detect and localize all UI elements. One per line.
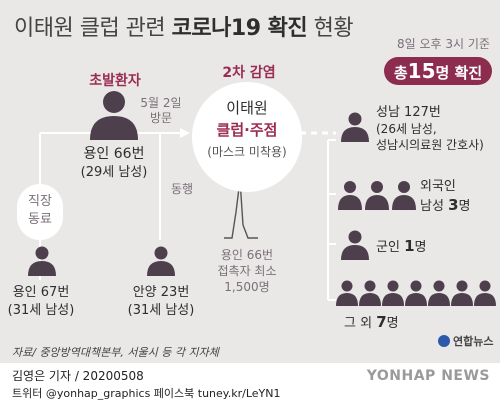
others-suffix: 명 bbox=[386, 316, 399, 331]
club-circle bbox=[192, 82, 302, 192]
total-prefix: 총 bbox=[393, 64, 408, 82]
seongnam127-name: 성남 127번 bbox=[376, 105, 441, 120]
patient-zero-heading: 초발환자 bbox=[89, 73, 141, 89]
anyang23-detail: (31세 남성) bbox=[127, 303, 195, 318]
foreigner-count-suffix: 명 bbox=[458, 199, 471, 214]
reporter-credit: 김영은 기자 / 20200508 bbox=[12, 369, 144, 383]
patient-zero-detail: (29세 남성) bbox=[80, 165, 148, 180]
total-badge: 총15명 확진 bbox=[384, 57, 492, 85]
yongin67-detail: (31세 남성) bbox=[7, 303, 75, 318]
soldier-prefix: 군인 bbox=[376, 240, 405, 255]
page-title: 이태원 클럽 관련 코로나19 확진 현황 bbox=[14, 10, 354, 42]
secondary-infection-heading: 2차 감염 bbox=[222, 65, 276, 81]
foreigner-count-number: 3 bbox=[448, 196, 459, 214]
coworker-bubble bbox=[17, 184, 63, 240]
soldier-number: 1 bbox=[404, 237, 415, 255]
yonhap-watermark: YONHAP NEWS bbox=[366, 368, 490, 384]
soldier-suffix: 명 bbox=[414, 240, 427, 255]
visit-date: 5월 2일 bbox=[140, 96, 182, 110]
yonhap-logo-icon bbox=[438, 335, 450, 347]
club-type: 클럽·주점 bbox=[216, 121, 278, 139]
foreigner-count-prefix: 남성 bbox=[420, 199, 449, 214]
title-bold: 코로나19 확진 bbox=[171, 16, 308, 41]
club-note: (마스크 미착용) bbox=[207, 145, 287, 159]
foreigner-label: 외국인 bbox=[420, 179, 456, 194]
coworker-line1: 직장 bbox=[28, 194, 52, 209]
foreigner-count: 남성 3명 bbox=[420, 197, 470, 215]
seongnam127-detail2: 성남시의료원 간호사) bbox=[376, 138, 484, 152]
others-label: 그 외 7명 bbox=[344, 314, 399, 332]
source-note: 자료/ 중앙방역대책본부, 서울시 등 각 지자체 bbox=[12, 346, 219, 359]
credit-footer: 김영은 기자 / 20200508 트위터 @yonhap_graphics 페… bbox=[0, 363, 500, 406]
total-number: 15 bbox=[407, 59, 436, 83]
anyang23-name: 안양 23번 bbox=[132, 285, 190, 300]
contacts-line1: 용인 66번 bbox=[220, 248, 274, 262]
others-icons bbox=[336, 280, 498, 306]
contacts-line2: 접촉자 최소 bbox=[217, 264, 277, 278]
social-credit: 트위터 @yonhap_graphics 페이스북 tuney.kr/LeYN1 bbox=[12, 387, 281, 400]
others-prefix: 그 외 bbox=[344, 316, 377, 331]
total-suffix: 명 확진 bbox=[435, 64, 483, 82]
club-location: 이태원 bbox=[226, 99, 268, 117]
visit-action: 방문 bbox=[149, 111, 173, 125]
patient-zero-name: 용인 66번 bbox=[83, 146, 145, 162]
title-suffix: 현황 bbox=[313, 16, 354, 41]
soldier-person-icon bbox=[341, 230, 369, 260]
coworker-line2: 동료 bbox=[28, 212, 52, 227]
yonhap-logo: 연합뉴스 bbox=[438, 333, 493, 349]
yongin67-person-icon bbox=[28, 246, 56, 276]
foreigner-icons bbox=[338, 180, 418, 210]
seongnam127-detail1: (26세 남성, bbox=[376, 122, 437, 136]
yonhap-logo-text: 연합뉴스 bbox=[453, 335, 494, 348]
contacts-line3: 1,500명 bbox=[224, 280, 270, 294]
patient-zero-person-icon bbox=[90, 91, 138, 140]
yongin67-name: 용인 67번 bbox=[12, 285, 70, 300]
seongnam127-person-icon bbox=[341, 112, 369, 142]
others-number: 7 bbox=[376, 313, 387, 331]
anyang23-person-icon bbox=[147, 246, 175, 276]
accompany-label: 동행 bbox=[170, 182, 194, 196]
title-prefix: 이태원 클럽 관련 bbox=[14, 16, 166, 41]
soldier-label: 군인 1명 bbox=[376, 238, 426, 256]
as-of-time: 8일 오후 3시 기준 bbox=[397, 37, 490, 51]
